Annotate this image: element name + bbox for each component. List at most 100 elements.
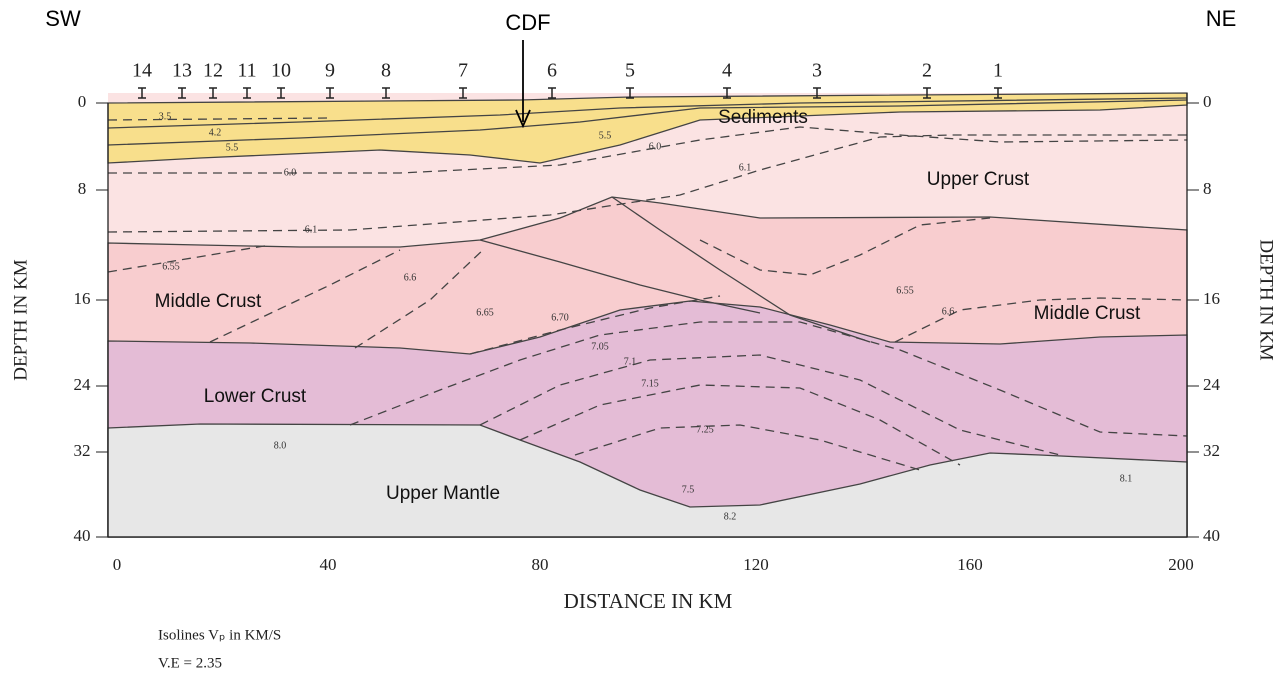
station-label: 3 [812,60,822,82]
isoline [107,117,331,121]
station-label: 1 [993,60,1003,82]
isoline-label: 8.2 [724,511,737,522]
station-marker [813,87,821,99]
isoline-label: 6.0 [284,167,297,178]
boundary [611,196,871,343]
isoline [894,297,1188,343]
isoline-label: 7.25 [696,424,714,435]
y-tick-label: 40 [74,526,91,545]
isoline-label: 8.1 [1120,473,1133,484]
fault-label: CDF [505,10,550,35]
layer-label: Upper Mantle [386,483,500,504]
station-label: 4 [722,60,732,82]
x-axis-title: DISTANCE IN KM [564,589,733,613]
y-axis-title: DEPTH IN KM [10,259,31,380]
isoline [108,126,1188,174]
station-label: 2 [922,60,932,82]
isoline [107,134,1187,233]
isoline-label: 6.6 [942,306,955,317]
y-tick-label: 24 [74,375,92,394]
station-marker [723,87,731,99]
station-label: 13 [172,60,192,82]
y-tick-label: 32 [1203,441,1220,460]
isoline-label: 7.5 [682,484,695,495]
sediment-area [107,92,1188,164]
y-tick-label: 8 [78,179,87,198]
layer-label: Upper Crust [927,169,1030,190]
station-label: 6 [547,60,557,82]
station-marker [923,87,931,99]
station-label: 9 [325,60,335,82]
station-marker [243,87,251,99]
isoline-label: 6.65 [476,307,494,318]
station-label: 14 [132,60,152,82]
isoline [469,295,721,355]
layer-label: Middle Crust [155,291,262,312]
x-tick-label: 120 [743,555,769,574]
direction-label: NE [1206,6,1237,31]
fault-arrow-head [515,109,531,129]
station-marker [178,87,186,99]
isoline [519,384,961,466]
isoline [209,249,401,343]
y-tick-label: 24 [1203,375,1221,394]
station-label: 8 [381,60,391,82]
station-marker [209,87,217,99]
y-axis-title: DEPTH IN KM [1256,239,1277,360]
isoline-label: 6.1 [739,162,752,173]
y-tick-label: 16 [74,289,91,308]
station-label: 12 [203,60,223,82]
isoline-label: 7.05 [591,341,609,352]
note: V.E = 2.35 [158,655,222,671]
x-tick-label: 0 [113,555,122,574]
boundary [107,99,1188,146]
y-tick-label: 16 [1203,289,1220,308]
isoline-label: 7.15 [641,378,659,389]
station-marker [326,87,334,99]
isoline-label: 6.1 [305,224,318,235]
station-marker [382,87,390,99]
layer-label: Lower Crust [204,386,307,407]
isoline-label: 5.5 [226,142,239,153]
isoline-label: 6.70 [551,312,569,323]
isoline-label: 4.2 [209,127,222,138]
y-tick-label: 32 [74,441,91,460]
isoline-label: 6.55 [896,285,914,296]
isoline [107,244,271,273]
x-tick-label: 40 [320,555,337,574]
station-label: 11 [237,60,256,82]
station-marker [138,87,146,99]
isoline [354,247,486,349]
direction-label: SW [45,6,81,31]
station-marker [994,87,1002,99]
isoline-label: 7.1 [624,356,637,367]
y-tick-label: 0 [78,92,87,111]
station-label: 10 [271,60,291,82]
y-tick-label: 8 [1203,179,1212,198]
y-tick-label: 40 [1203,526,1220,545]
isoline-label: 6.55 [162,261,180,272]
x-tick-label: 80 [532,555,549,574]
station-marker [277,87,285,99]
station-label: 7 [458,60,468,82]
x-tick-label: 200 [1168,555,1194,574]
station-marker [459,87,467,99]
boundary [479,239,761,314]
isoline-label: 8.0 [274,440,287,451]
isoline [479,354,1061,456]
note: Isolines Vₚ in KM/S [158,627,281,643]
isoline-label: 5.5 [599,130,612,141]
station-marker [548,87,556,99]
isoline [574,424,921,471]
isoline-label: 3.5 [159,111,172,122]
y-tick-label: 0 [1203,92,1212,111]
layer-label: Sediments [718,107,808,128]
x-tick-label: 160 [957,555,983,574]
isoline-label: 6.0 [649,141,662,152]
station-marker [626,87,634,99]
station-label: 5 [625,60,635,82]
isoline-label: 6.6 [404,272,417,283]
boundary [107,97,1188,129]
layer-label: Middle Crust [1034,303,1141,324]
